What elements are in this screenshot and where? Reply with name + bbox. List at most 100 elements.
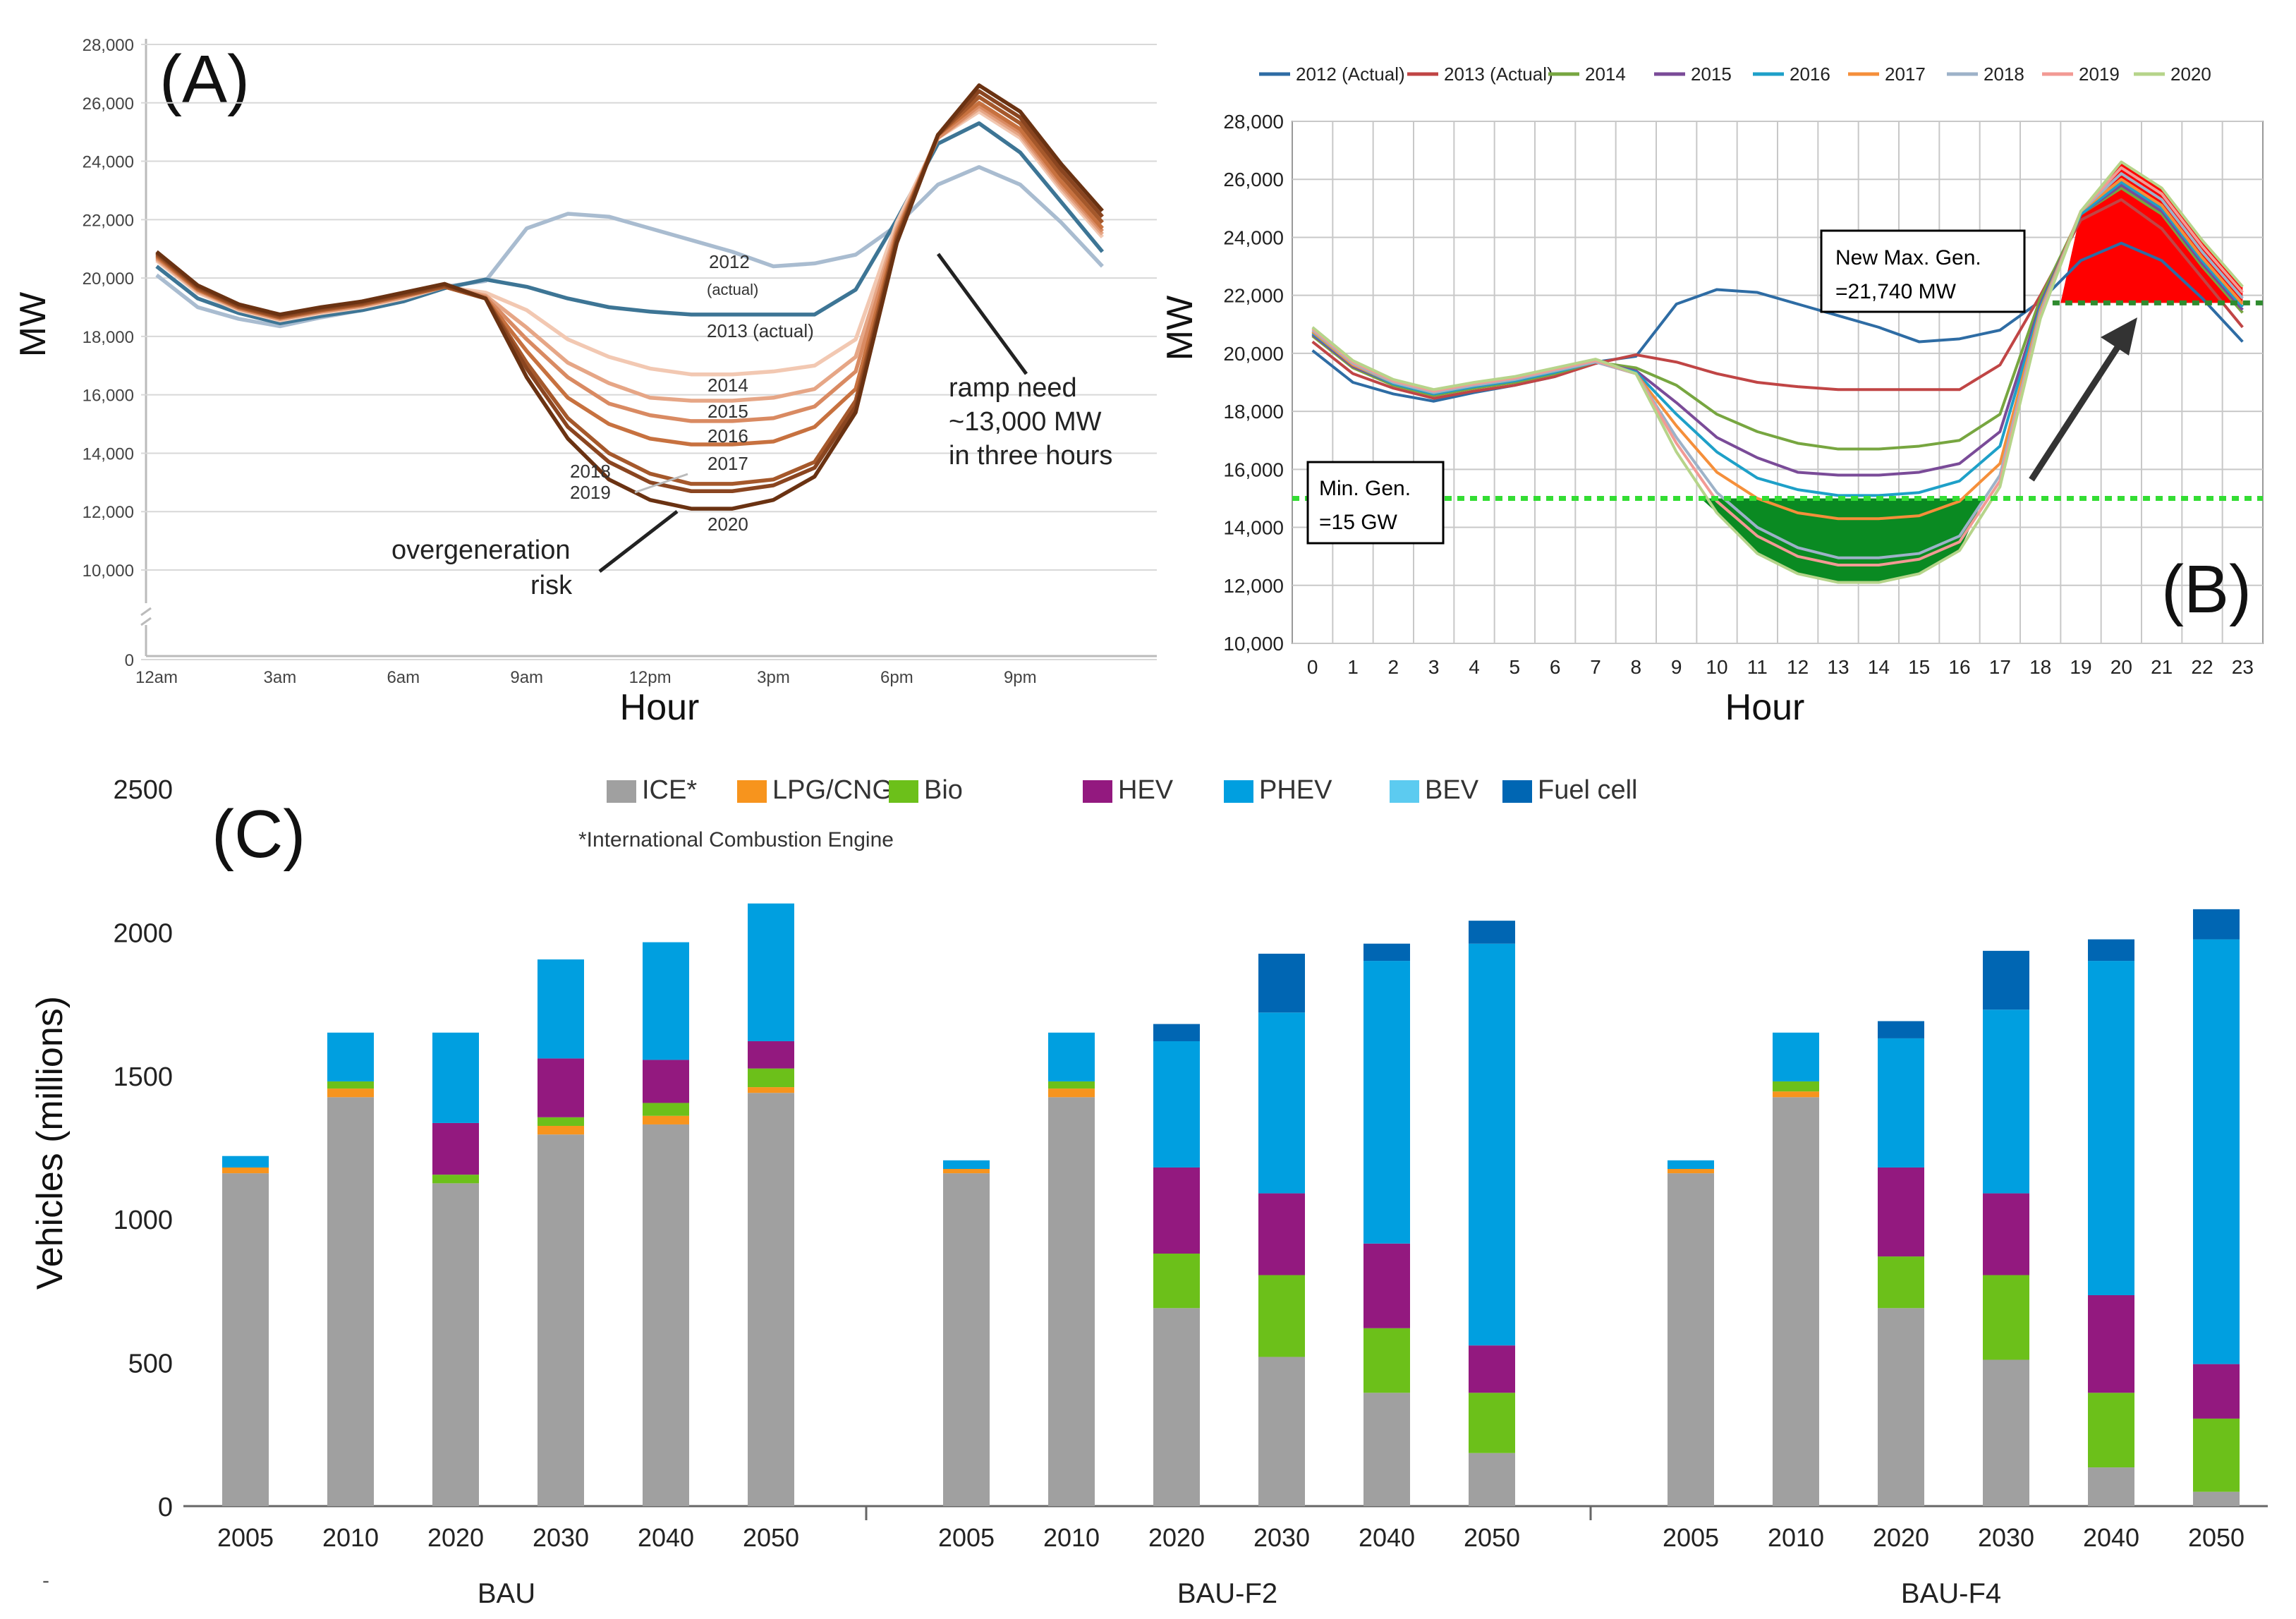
panel-a-y-tick-label: 18,000 bbox=[83, 328, 134, 347]
bar-segment-bau-f2-2030-hev bbox=[1258, 1193, 1305, 1275]
bar-segment-bau-f2-2005-ice bbox=[943, 1173, 990, 1506]
panel-b-legend: 2012 (Actual) 2013 (Actual) 2014 2015 2016 20… bbox=[1259, 63, 2211, 85]
bar-segment-bau-f4-2020-ice bbox=[1878, 1308, 1924, 1506]
legend-label-2016: 2016 bbox=[1790, 63, 1830, 85]
bar-segment-bau-f4-2010-lpg-cng bbox=[1773, 1091, 1819, 1098]
overgeneration-pointer-line bbox=[598, 510, 679, 573]
panel-b-x-tick-label: 16 bbox=[1948, 656, 1970, 678]
panel-a-x-tick-label: 12am bbox=[135, 668, 178, 687]
panel-c-x-tick-label: 2020 bbox=[1873, 1523, 1929, 1552]
bar-segment-bau-2040-ice bbox=[643, 1124, 689, 1506]
bar-segment-bau-f2-2030-phev bbox=[1258, 1012, 1305, 1194]
ramp-arrow-shaft bbox=[2029, 336, 2126, 482]
panel-c-x-tick-label: 2040 bbox=[1359, 1523, 1415, 1552]
panel-b-chart: 2012 (Actual) 2013 (Actual) 2014 2015 2016 20… bbox=[1160, 63, 2264, 728]
bar-segment-bau-f2-2010-ice bbox=[1048, 1097, 1095, 1506]
bar-segment-bau-2020-hev bbox=[432, 1122, 479, 1175]
bar-segment-bau-f2-2040-ice bbox=[1363, 1393, 1410, 1506]
bar-segment-bau-2005-lpg-cng bbox=[222, 1167, 269, 1174]
bar-segment-bau-2030-bio bbox=[537, 1117, 584, 1126]
panel-a-y-tick-label: 12,000 bbox=[83, 503, 134, 522]
bar-segment-bau-2040-bio bbox=[643, 1103, 689, 1116]
bar-segment-bau-f4-2050-fuel-cell bbox=[2193, 909, 2240, 940]
bar-segment-bau-2020-bio bbox=[432, 1175, 479, 1184]
bar-segment-bau-f2-2020-phev bbox=[1153, 1041, 1200, 1168]
bar-segment-bau-2005-phev bbox=[222, 1156, 269, 1168]
legend-label-2015: 2015 bbox=[1691, 63, 1732, 85]
bar-segment-bau-f2-2050-ice bbox=[1469, 1453, 1515, 1506]
panel-b-x-tick-label: 22 bbox=[2191, 656, 2213, 678]
panel-a-series-label: 2015 bbox=[707, 401, 748, 422]
panel-a-x-label: Hour bbox=[620, 687, 700, 728]
legend-label-bev: BEV bbox=[1425, 775, 1479, 805]
bar-segment-bau-2010-bio bbox=[327, 1081, 374, 1089]
ramp-arrow-head bbox=[2101, 317, 2137, 356]
legend-label-2017: 2017 bbox=[1885, 63, 1926, 85]
bar-segment-bau-f2-2040-phev bbox=[1363, 961, 1410, 1244]
panel-a-y-tick-label: 10,000 bbox=[83, 562, 134, 581]
panel-a-series-label: 2013 (actual) bbox=[707, 320, 814, 341]
panel-c-group-label: BAU-F4 bbox=[1901, 1578, 2001, 1609]
bar-segment-bau-f4-2040-fuel-cell bbox=[2088, 939, 2134, 962]
panel-a-x-tick-label: 3am bbox=[264, 668, 297, 687]
bar-segment-bau-f4-2020-phev bbox=[1878, 1038, 1924, 1168]
bar-segment-bau-f2-2020-ice bbox=[1153, 1308, 1200, 1506]
panel-b-title: (B) bbox=[2161, 552, 2252, 627]
panel-c-x-tick-label: 2040 bbox=[2083, 1523, 2139, 1552]
panel-a-y-tick-label: 22,000 bbox=[83, 211, 134, 230]
panel-c-y-tick-label: 1500 bbox=[113, 1062, 173, 1092]
legend-swatch-hev bbox=[1083, 780, 1112, 803]
panel-b-y-tick-label: 16,000 bbox=[1223, 459, 1284, 480]
panel-b-x-tick-label: 8 bbox=[1631, 656, 1642, 678]
panel-c-group-label: BAU-F2 bbox=[1177, 1578, 1277, 1609]
panel-b-x-tick-label: 15 bbox=[1908, 656, 1930, 678]
panel-c-x-tick-label: 2050 bbox=[2188, 1523, 2245, 1552]
panel-b-y-tick-label: 10,000 bbox=[1223, 633, 1284, 655]
bar-segment-bau-f2-2040-bio bbox=[1363, 1328, 1410, 1393]
panel-a-x-tick-label: 9pm bbox=[1004, 668, 1037, 687]
panel-b-y-tick-label: 26,000 bbox=[1223, 169, 1284, 190]
bar-segment-bau-f4-2050-bio bbox=[2193, 1418, 2240, 1492]
bar-segment-bau-f2-2050-hev bbox=[1469, 1345, 1515, 1393]
panel-a-series-label: (actual) bbox=[707, 281, 758, 298]
panel-c-x-tick-label: 2010 bbox=[1043, 1523, 1100, 1552]
panel-c-y-tick-label: 500 bbox=[128, 1350, 173, 1379]
panel-b-x-tick-label: 0 bbox=[1307, 656, 1318, 678]
panel-a-axis-break-mark bbox=[140, 607, 152, 617]
legend-footnote: *International Combustion Engine bbox=[578, 828, 894, 851]
max-gen-box bbox=[1820, 229, 2026, 313]
panel-b-x-tick-label: 4 bbox=[1469, 656, 1480, 678]
bar-segment-bau-f2-2020-hev bbox=[1153, 1167, 1200, 1254]
panel-a-y-tick-label: 24,000 bbox=[83, 153, 134, 172]
panel-a-y-label: MW bbox=[13, 292, 54, 357]
legend-label-ice: ICE* bbox=[642, 775, 697, 805]
panel-a-y-tick-label: 28,000 bbox=[83, 36, 134, 55]
panel-c-title: (C) bbox=[212, 796, 305, 872]
max-gen-label-line2: =21,740 MW bbox=[1835, 280, 1957, 303]
panel-b-x-tick-label: 19 bbox=[2070, 656, 2091, 678]
legend-label-2019: 2019 bbox=[2079, 63, 2120, 85]
panel-b-x-tick-label: 2 bbox=[1388, 656, 1399, 678]
panel-b-series-line-2013 bbox=[1311, 198, 2244, 400]
panel-c-y-tick-label: 2000 bbox=[113, 918, 173, 948]
panel-c-x-tick-label: 2030 bbox=[533, 1523, 589, 1552]
panel-c-x-tick-label: 2050 bbox=[1464, 1523, 1520, 1552]
panel-b-x-tick-label: 6 bbox=[1550, 656, 1561, 678]
bar-segment-bau-f4-2030-fuel-cell bbox=[1983, 950, 2029, 1010]
panel-c-group-label: BAU bbox=[478, 1578, 535, 1609]
bar-segment-bau-2020-phev bbox=[432, 1032, 479, 1123]
legend-swatch-bev bbox=[1390, 780, 1419, 803]
panel-a-series-line-2015 bbox=[155, 107, 1104, 403]
legend-swatch-bio bbox=[889, 780, 918, 803]
bar-segment-bau-f2-2050-phev bbox=[1469, 943, 1515, 1346]
panel-c-x-tick-label: 2050 bbox=[743, 1523, 799, 1552]
ramp-annotation: ramp need ~13,000 MW in three hours bbox=[936, 253, 1112, 471]
panel-c-y-label: Vehicles (millions) bbox=[30, 996, 71, 1290]
bar-segment-bau-f4-2050-phev bbox=[2193, 939, 2240, 1364]
bar-segment-bau-f4-2030-phev bbox=[1983, 1009, 2029, 1194]
legend-swatch-ice bbox=[607, 780, 636, 803]
max-gen-label-line1: New Max. Gen. bbox=[1835, 246, 1981, 269]
bar-segment-bau-2050-ice bbox=[748, 1093, 794, 1506]
panel-a-series-label: 2018 bbox=[570, 461, 611, 482]
panel-a-series-label: 2012 bbox=[709, 251, 750, 272]
